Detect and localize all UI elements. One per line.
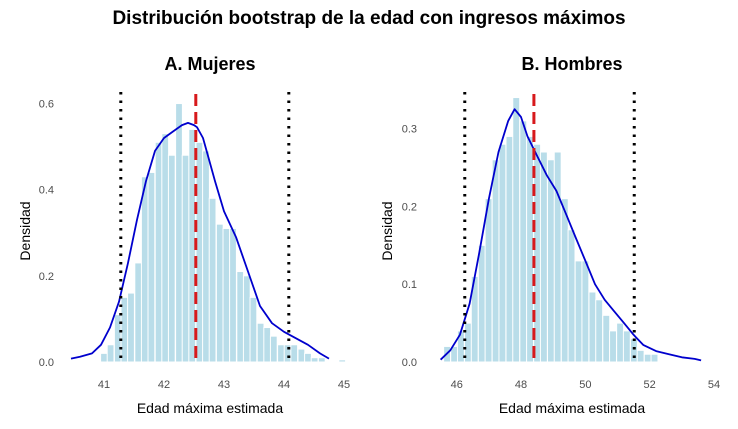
histogram-bar [181,154,190,363]
histogram-bar [567,229,576,363]
histogram-bar [263,327,272,363]
histogram-bar [338,359,347,363]
figure-title: Distribución bootstrap de la edad con in… [112,8,625,29]
histogram-bar [553,151,562,363]
histogram-bar [629,338,638,363]
histogram-bar [636,349,645,363]
panel-title: A. Mujeres [164,54,255,74]
histogram-bar [650,353,659,363]
y-tick-label: 0.0 [402,357,417,369]
y-axis-ticks: 0.0 0.1 0.2 0.3 [402,124,417,369]
histogram-bar [215,223,224,363]
panel-mujeres: A. Mujeres 41 42 43 44 45 0.0 0.2 0.4 0.6 Edad … [17,54,350,416]
histogram-bar [175,103,183,363]
histogram-bar [616,322,625,363]
histogram-bar [134,262,143,363]
y-tick-label: 0.2 [402,201,417,213]
reference-lines [119,92,291,362]
x-tick-label: 50 [579,379,591,391]
density-line [439,108,702,362]
histogram-bar [249,296,258,363]
histogram-bar [304,352,312,363]
x-tick-label: 48 [515,379,527,391]
x-tick-label: 44 [278,379,290,391]
histogram-bars [443,97,659,363]
histogram-bar [256,322,265,363]
x-tick-label: 41 [98,379,110,391]
histogram-bar [269,335,278,363]
y-tick-label: 0.2 [39,271,54,283]
histogram-bar [106,344,115,363]
histogram-bar [539,151,548,363]
density-curve [439,108,702,362]
y-tick-label: 0.4 [39,185,54,197]
histogram-bar [242,275,251,363]
histogram-bar [588,291,597,363]
y-axis-ticks: 0.0 0.2 0.4 0.6 [39,99,54,369]
histogram-bar [484,198,493,363]
histogram-bar [505,135,514,363]
histogram-bar [140,176,149,363]
histogram-bar [167,154,176,363]
x-axis-label: Edad máxima estimada [137,400,284,416]
density-curve [70,122,330,360]
histogram-bar [560,198,569,363]
histogram-bar [581,260,590,363]
histogram-bar [236,271,245,363]
histogram-bar [208,197,217,363]
histogram-bar [154,141,163,363]
histogram-bar [595,299,604,363]
histogram-bar [574,260,583,363]
histogram-bar [477,244,486,363]
histogram-bar [622,330,631,363]
histogram-bar [498,143,507,363]
histogram-bar [277,344,285,363]
histogram-bars [100,103,347,363]
histogram-bar [222,227,231,363]
histogram-bar [147,171,156,363]
histogram-bar [120,296,129,363]
x-axis-label: Edad máxima estimada [499,400,646,416]
x-tick-label: 42 [158,379,170,391]
y-tick-label: 0.0 [39,357,54,369]
histogram-bar [519,120,528,363]
x-tick-label: 46 [451,379,463,391]
panel-title: B. Hombres [521,54,622,74]
x-tick-label: 52 [644,379,656,391]
histogram-bar [127,292,135,363]
histogram-bar [491,159,500,363]
density-line [70,122,330,360]
y-tick-label: 0.1 [402,279,417,291]
y-axis-label: Densidad [17,201,33,260]
histogram-bar [512,97,521,363]
x-tick-label: 54 [708,379,720,391]
x-axis-ticks: 41 42 43 44 45 [98,379,350,391]
y-tick-label: 0.3 [402,124,417,136]
x-axis-ticks: 46 48 50 52 54 [451,379,721,391]
histogram-bar [546,159,555,363]
x-tick-label: 43 [218,379,230,391]
histogram-bar [602,314,611,363]
histogram-bar [229,227,237,363]
y-axis-label: Densidad [379,201,395,260]
histogram-bar [643,353,652,363]
histogram-bar [317,357,326,363]
histogram-bar [202,150,210,363]
panel-hombres: B. Hombres 46 48 50 52 54 0.0 0.1 0.2 0.3 Edad … [379,54,720,416]
reference-lines [463,92,636,362]
histogram-bar [290,344,299,363]
histogram-bar [100,352,108,363]
x-tick-label: 45 [338,379,350,391]
histogram-bar [161,133,170,363]
y-tick-label: 0.6 [39,99,54,111]
histogram-bar [310,357,319,363]
histogram-bar [297,348,306,363]
histogram-bar [609,330,617,363]
